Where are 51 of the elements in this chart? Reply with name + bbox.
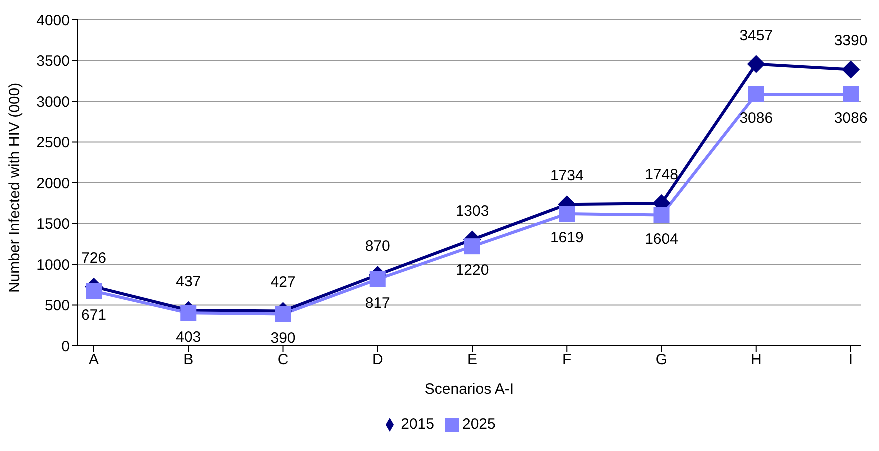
data-label: 671 [81, 306, 107, 324]
point [843, 86, 859, 102]
y-tick-label: 2500 [36, 134, 70, 152]
point [180, 305, 197, 322]
x-tick-label: G [656, 352, 668, 369]
point [86, 283, 102, 300]
point [748, 86, 764, 102]
data-label: 403 [176, 328, 202, 346]
point [747, 55, 766, 74]
data-label: 427 [270, 274, 296, 292]
data-label: 1748 [645, 166, 678, 184]
data-label: 1619 [550, 230, 584, 247]
y-tick-label: 500 [44, 298, 70, 315]
y-tick-label: 0 [62, 338, 70, 356]
y-tick-label: 3500 [36, 53, 70, 70]
data-label: 726 [81, 250, 107, 267]
data-label: 1604 [645, 230, 678, 248]
data-label: 870 [365, 238, 390, 256]
point [464, 238, 480, 255]
point [275, 306, 292, 322]
y-tick-label: 4000 [36, 12, 70, 30]
data-label: 3457 [740, 27, 774, 44]
y-tick-label: 1000 [36, 256, 70, 274]
x-tick-label: A [88, 352, 100, 369]
x-axis-title: Scenarios A-I [424, 381, 514, 398]
data-label: 1303 [456, 202, 490, 220]
point [370, 271, 386, 288]
y-tick-label: 1500 [36, 216, 70, 234]
legend-label: 2025 [462, 416, 496, 433]
x-tick-label: B [184, 352, 194, 369]
y-axis-title: Number Infected with HIV (000) [6, 82, 24, 293]
data-label: 817 [365, 295, 390, 312]
data-label: 3086 [740, 110, 774, 128]
data-label: 3390 [834, 32, 868, 50]
data-label: 437 [176, 273, 202, 290]
point [654, 207, 670, 224]
data-label: 1734 [550, 168, 584, 185]
point [842, 60, 860, 79]
x-tick-label: E [467, 352, 478, 369]
y-tick-label: 2000 [36, 175, 70, 192]
x-tick-label: H [750, 352, 762, 369]
y-tick-label: 3000 [36, 94, 70, 111]
legend-label: 2015 [401, 416, 434, 433]
x-tick-label: C [278, 352, 289, 369]
x-tick-label: I [848, 352, 854, 369]
point [559, 206, 576, 222]
data-label: 1220 [456, 262, 490, 280]
x-tick-label: F [562, 352, 572, 369]
data-label: 3086 [834, 110, 868, 128]
x-tick-label: D [372, 352, 384, 369]
data-label: 390 [270, 330, 296, 347]
